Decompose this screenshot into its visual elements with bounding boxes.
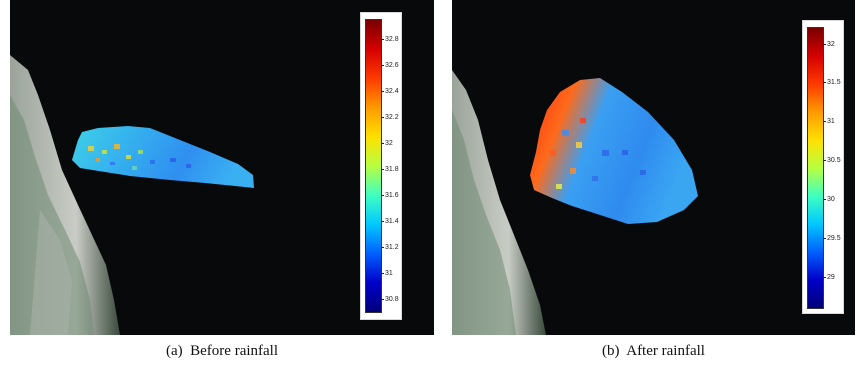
colorbar-tick-label: 32.8 bbox=[385, 36, 399, 44]
scene-after bbox=[452, 70, 698, 335]
colorbar-tick-mark bbox=[823, 82, 826, 84]
colorbar-tick-mark bbox=[381, 169, 384, 171]
panel-after-rainfall: 32 31.5 31 30.5 30 29.5 29 bbox=[452, 0, 855, 335]
colorbar-tick-label: 31 bbox=[827, 118, 835, 126]
colorbar-gradient bbox=[365, 19, 382, 313]
colorbar-tick-mark bbox=[381, 91, 384, 93]
colorbar-tick-label: 32.2 bbox=[385, 114, 399, 122]
caption-b: (b) After rainfall bbox=[452, 343, 855, 360]
colorbar-tick-mark bbox=[381, 39, 384, 41]
colorbar-tick-label: 32.6 bbox=[385, 62, 399, 70]
temperature-plume bbox=[530, 78, 698, 224]
colorbar-tick-mark bbox=[823, 199, 826, 201]
colorbar-tick-label: 31.2 bbox=[385, 244, 399, 252]
caption-a: (a) Before rainfall bbox=[10, 343, 434, 360]
colorbar-tick-mark bbox=[381, 299, 384, 301]
coastline-vegetation bbox=[452, 110, 516, 335]
colorbar-tick-mark bbox=[381, 273, 384, 275]
caption-text: After rainfall bbox=[626, 343, 705, 359]
temperature-plume bbox=[72, 126, 254, 188]
colorbar-tick-label: 32 bbox=[385, 140, 393, 148]
colorbar-tick-mark bbox=[823, 121, 826, 123]
scene-before bbox=[10, 55, 254, 335]
colorbar-tick-label: 31.4 bbox=[385, 218, 399, 226]
colorbar-tick-mark bbox=[823, 43, 826, 45]
colorbar-tick-mark bbox=[823, 160, 826, 162]
colorbar-tick-label: 30.8 bbox=[385, 296, 399, 304]
panel-before-rainfall: 32.8 32.6 32.4 32.2 32 31.8 31.6 31.4 31.2 31 30.8 bbox=[10, 0, 434, 335]
colorbar-tick-mark bbox=[381, 143, 384, 145]
colorbar-tick-mark bbox=[381, 65, 384, 67]
colorbar-tick-label: 29.5 bbox=[827, 235, 841, 242]
colorbar-after: 32 31.5 31 30.5 30 29.5 29 bbox=[802, 20, 844, 314]
colorbar-tick-mark bbox=[823, 276, 826, 278]
colorbar-tick-label: 32.4 bbox=[385, 88, 399, 96]
caption-tag: (a) bbox=[165, 343, 183, 359]
colorbar-tick-label: 31 bbox=[385, 270, 393, 278]
coastline-vegetation bbox=[10, 95, 94, 335]
colorbar-tick-label: 32 bbox=[827, 40, 835, 48]
colorbar-tick-label: 31.5 bbox=[827, 79, 841, 87]
colorbar-tick-label: 31.8 bbox=[385, 166, 399, 174]
colorbar-tick-mark bbox=[381, 195, 384, 197]
colorbar-tick-label: 31.6 bbox=[385, 192, 399, 200]
colorbar-tick-mark bbox=[381, 221, 384, 223]
colorbar-tick-label: 30 bbox=[827, 196, 835, 204]
caption-tag: (b) bbox=[602, 343, 620, 359]
colorbar-gradient bbox=[807, 27, 824, 309]
caption-text: Before rainfall bbox=[190, 343, 279, 359]
colorbar-tick-mark bbox=[381, 117, 384, 119]
colorbar-tick-mark bbox=[381, 247, 384, 249]
colorbar-tick-label: 29 bbox=[827, 273, 835, 281]
satellite-image-after bbox=[452, 0, 855, 335]
colorbar-tick-mark bbox=[823, 238, 826, 239]
colorbar-before: 32.8 32.6 32.4 32.2 32 31.8 31.6 31.4 31.2 31 30.8 bbox=[360, 12, 402, 320]
colorbar-tick-label: 30.5 bbox=[827, 157, 841, 165]
